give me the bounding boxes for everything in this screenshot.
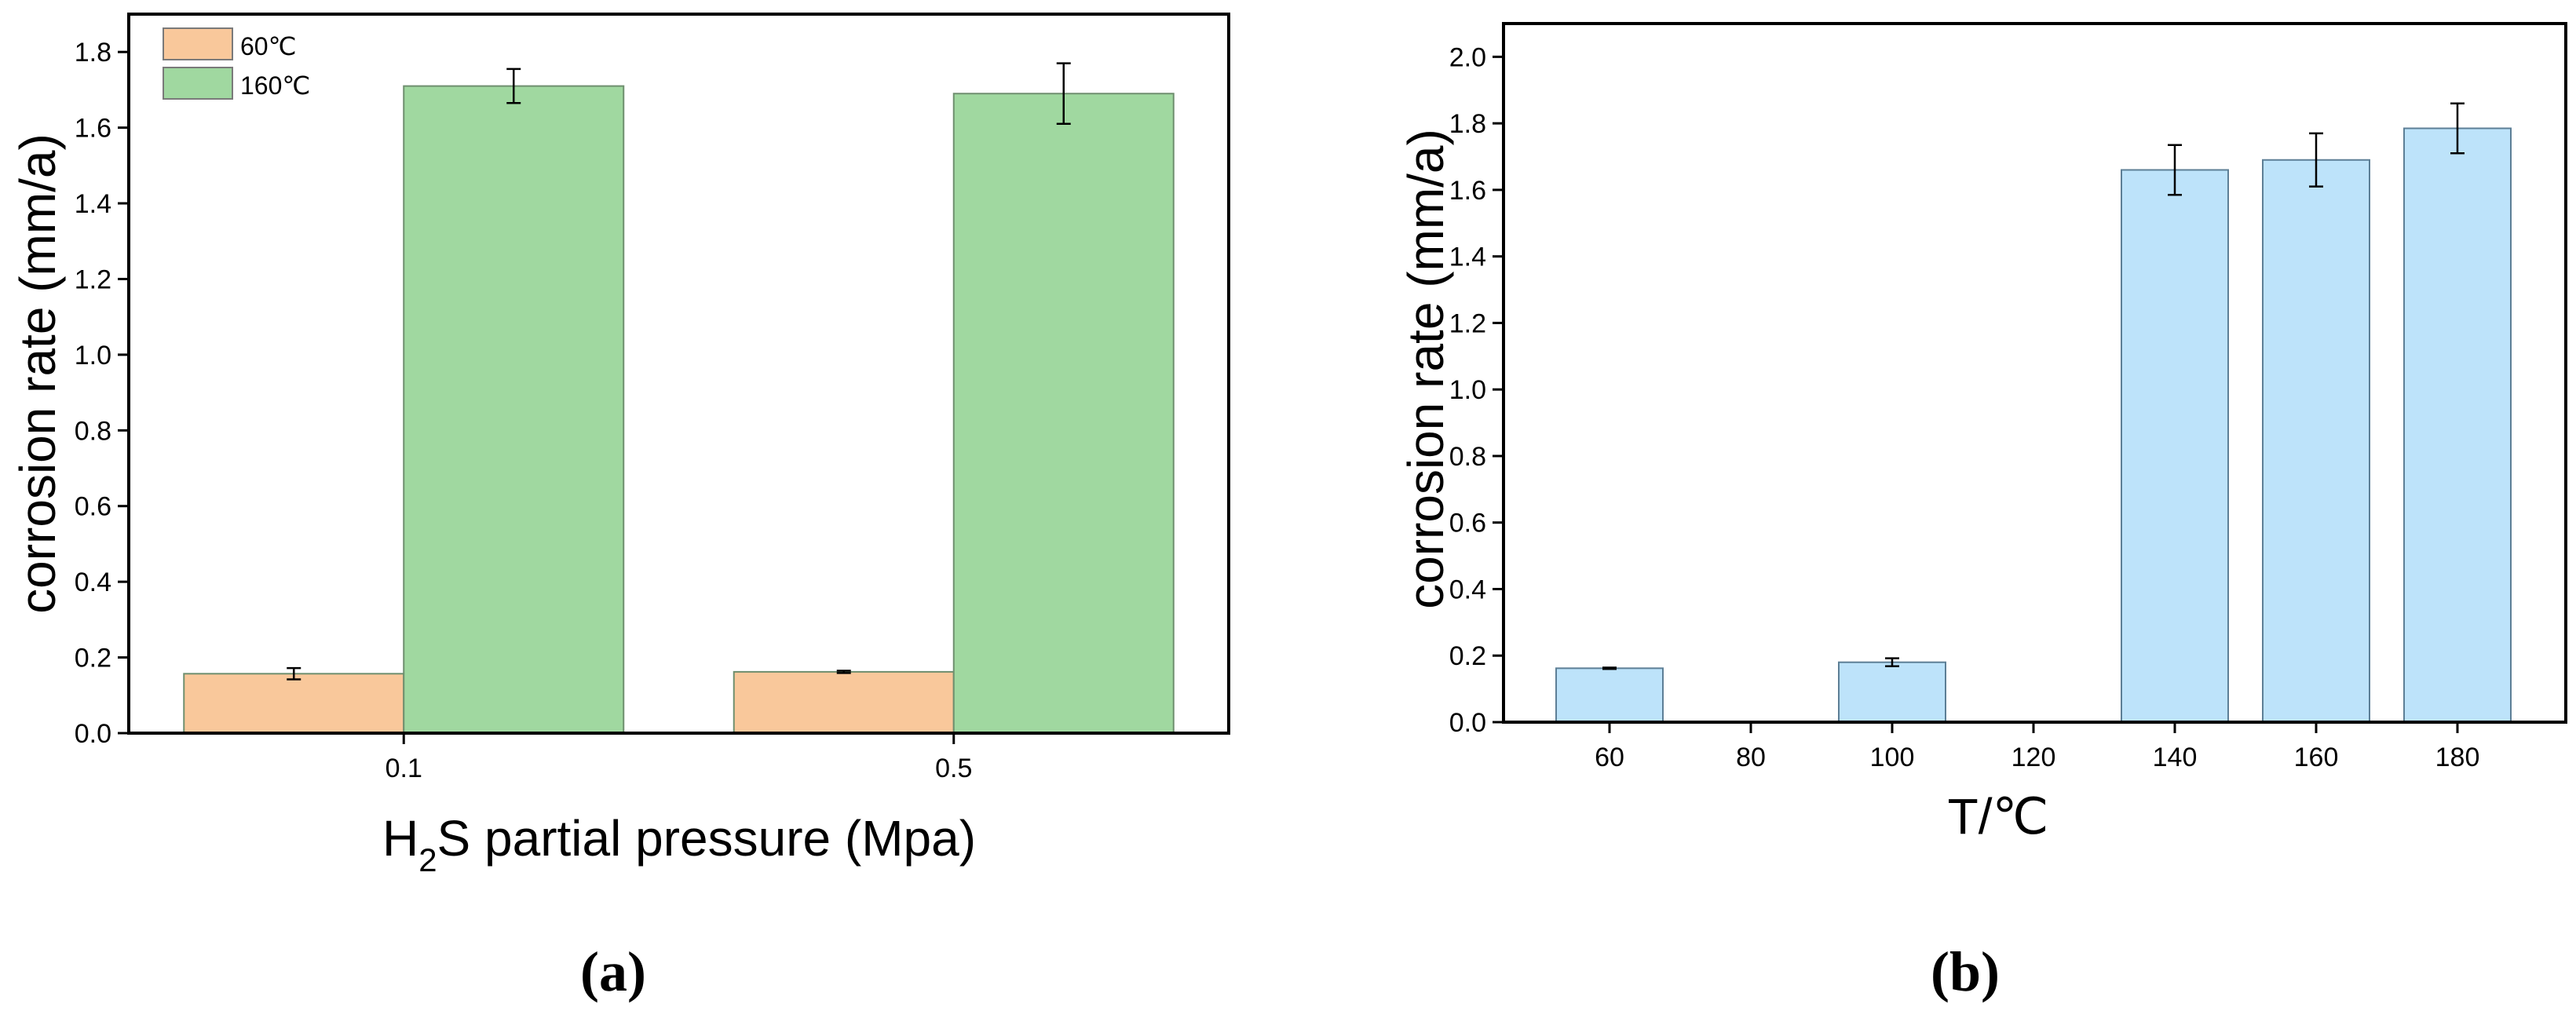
error-bar-160c [2309,132,2323,188]
legend-label-160c: 160℃ [240,71,310,100]
error-bar-60c-0.1 [287,666,301,681]
panel-a-x-axis-title: H2S partial pressure (Mpa) [382,810,976,878]
y-tick-label: 0.8 [75,416,111,446]
panel-a-plot-frame [127,13,1230,735]
chart-panel-a: 0.0 0.2 0.4 0.6 0.8 1.0 1.2 1.4 1.6 1.8 0.1 0.5 co… [9,13,1230,1003]
y-tick-label: 0.6 [1449,509,1486,538]
error-bar-180c [2450,102,2465,155]
panel-a-legend: 60℃ 160℃ [163,27,310,100]
panel-a-bars [183,62,1175,735]
y-tick-label: 1.0 [75,341,111,370]
error-bar-140c [2168,144,2182,196]
x-tick-label: 180 [2435,743,2480,772]
bar-60c [1555,667,1664,723]
panel-b-y-ticks: 0.0 0.2 0.4 0.6 0.8 1.0 1.2 1.4 1.6 1.8 2.0 [1449,42,1504,738]
error-bar-100c [1885,657,1899,668]
panel-b-x-axis-title: T/℃ [1948,788,2049,845]
y-tick-label: 1.6 [1449,176,1486,206]
panel-b-label: (b) [1931,940,2000,1003]
panel-b-bars [1555,102,2512,724]
y-tick-label: 1.8 [75,38,111,68]
x-tick-label: 120 [2011,743,2056,772]
bar-140c [2121,169,2229,723]
y-tick-label: 1.6 [75,114,111,144]
error-bar-60c-0.5 [836,670,851,674]
panel-a-y-ticks: 0.0 0.2 0.4 0.6 0.8 1.0 1.2 1.4 1.6 1.8 [75,38,129,749]
y-tick-label: 2.0 [1449,42,1486,72]
bar-100c [1838,661,1946,724]
y-tick-label: 0.8 [1449,442,1486,472]
y-tick-label: 0.2 [1449,641,1486,671]
y-tick-label: 0.2 [75,644,111,673]
bar-60c-0.1 [183,673,405,734]
panel-b-x-ticks: 60 80 100 120 140 160 180 [1595,722,2479,772]
bar-160c-0.5 [952,93,1175,734]
bar-180c [2403,127,2512,723]
panel-a-label: (a) [580,940,646,1003]
y-tick-label: 0.0 [75,719,111,749]
y-tick-label: 1.0 [1449,375,1486,405]
bar-160c [2262,159,2370,723]
bar-160c-0.1 [403,85,625,735]
y-tick-label: 1.4 [75,189,111,219]
panel-a-x-ticks: 0.1 0.5 [385,733,972,783]
y-tick-label: 0.4 [75,568,111,597]
y-tick-label: 1.8 [1449,109,1486,139]
x-tick-label: 140 [2153,743,2198,772]
legend-swatch-160c [163,67,233,100]
legend-swatch-60c [163,27,233,60]
bar-60c-0.5 [733,670,955,734]
x-tick-label: 0.1 [385,754,422,783]
error-bar-160c-0.5 [1056,62,1071,126]
y-tick-label: 0.4 [1449,575,1486,604]
panel-a-y-axis-title: corrosion rate (mm/a) [9,133,66,614]
error-bar-60c [1602,666,1617,670]
y-tick-label: 0.6 [75,492,111,522]
x-tick-label: 100 [1870,743,1915,772]
y-tick-label: 1.2 [75,265,111,294]
y-tick-label: 0.0 [1449,708,1486,738]
x-tick-label: 0.5 [935,754,972,783]
y-tick-label: 1.4 [1449,243,1486,272]
x-tick-label: 80 [1736,743,1766,772]
error-bar-160c-0.1 [506,68,521,104]
y-tick-label: 1.2 [1449,308,1486,338]
x-tick-label: 160 [2294,743,2339,772]
x-tick-label: 60 [1595,743,1624,772]
chart-panel-b: 0.0 0.2 0.4 0.6 0.8 1.0 1.2 1.4 1.6 1.8 2.0 60 80 10… [1398,22,2567,1003]
legend-label-60c: 60℃ [240,32,297,60]
panel-b-y-axis-title: corrosion rate (mm/a) [1398,129,1454,609]
